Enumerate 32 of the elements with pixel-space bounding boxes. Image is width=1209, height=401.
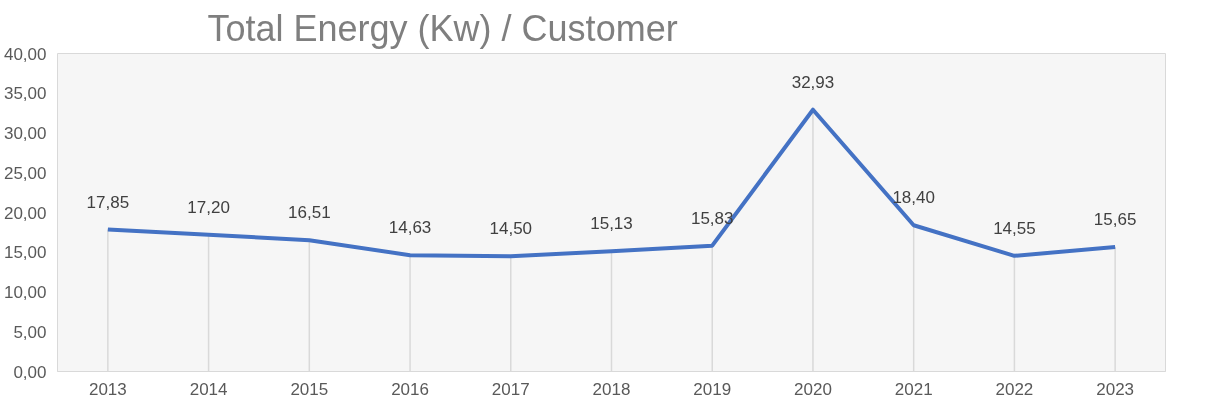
x-tick-label: 2018 [592, 379, 631, 399]
x-tick-label: 2013 [88, 379, 127, 399]
y-tick-label: 15,00 [3, 243, 47, 263]
y-tick-label: 25,00 [3, 163, 47, 183]
x-tick-label: 2023 [1096, 379, 1135, 399]
x-tick-label: 2021 [894, 379, 933, 399]
y-tick-label: 30,00 [3, 124, 47, 143]
chart-title: Total Energy (Kw) / Customer [207, 7, 678, 49]
data-label: 14,50 [489, 219, 533, 239]
y-tick-label: 5,00 [13, 322, 47, 342]
x-tick-label: 2015 [290, 379, 329, 399]
y-tick-label: 20,00 [3, 203, 47, 223]
data-label: 18,40 [892, 188, 935, 208]
y-tick-label: 35,00 [3, 84, 47, 104]
x-tick-label: 2016 [391, 379, 429, 399]
data-label: 17,85 [86, 192, 130, 212]
y-tick-label: 10,00 [3, 283, 47, 302]
x-tick-label: 2014 [189, 379, 228, 399]
data-label: 32,93 [791, 72, 835, 92]
x-tick-label: 2020 [794, 379, 832, 399]
data-label: 17,20 [187, 197, 230, 217]
data-label: 16,51 [288, 203, 331, 223]
data-label: 15,83 [690, 208, 734, 228]
x-tick-label: 2022 [995, 379, 1034, 399]
x-tick-label: 2017 [491, 379, 530, 399]
data-label: 15,13 [590, 214, 633, 234]
data-label: 14,63 [388, 218, 432, 238]
y-tick-label: 0,00 [13, 362, 47, 382]
x-tick-label: 2019 [693, 379, 732, 399]
data-label: 15,65 [1093, 210, 1137, 230]
y-tick-label: 40,00 [3, 44, 47, 64]
data-label: 14,55 [993, 218, 1036, 238]
